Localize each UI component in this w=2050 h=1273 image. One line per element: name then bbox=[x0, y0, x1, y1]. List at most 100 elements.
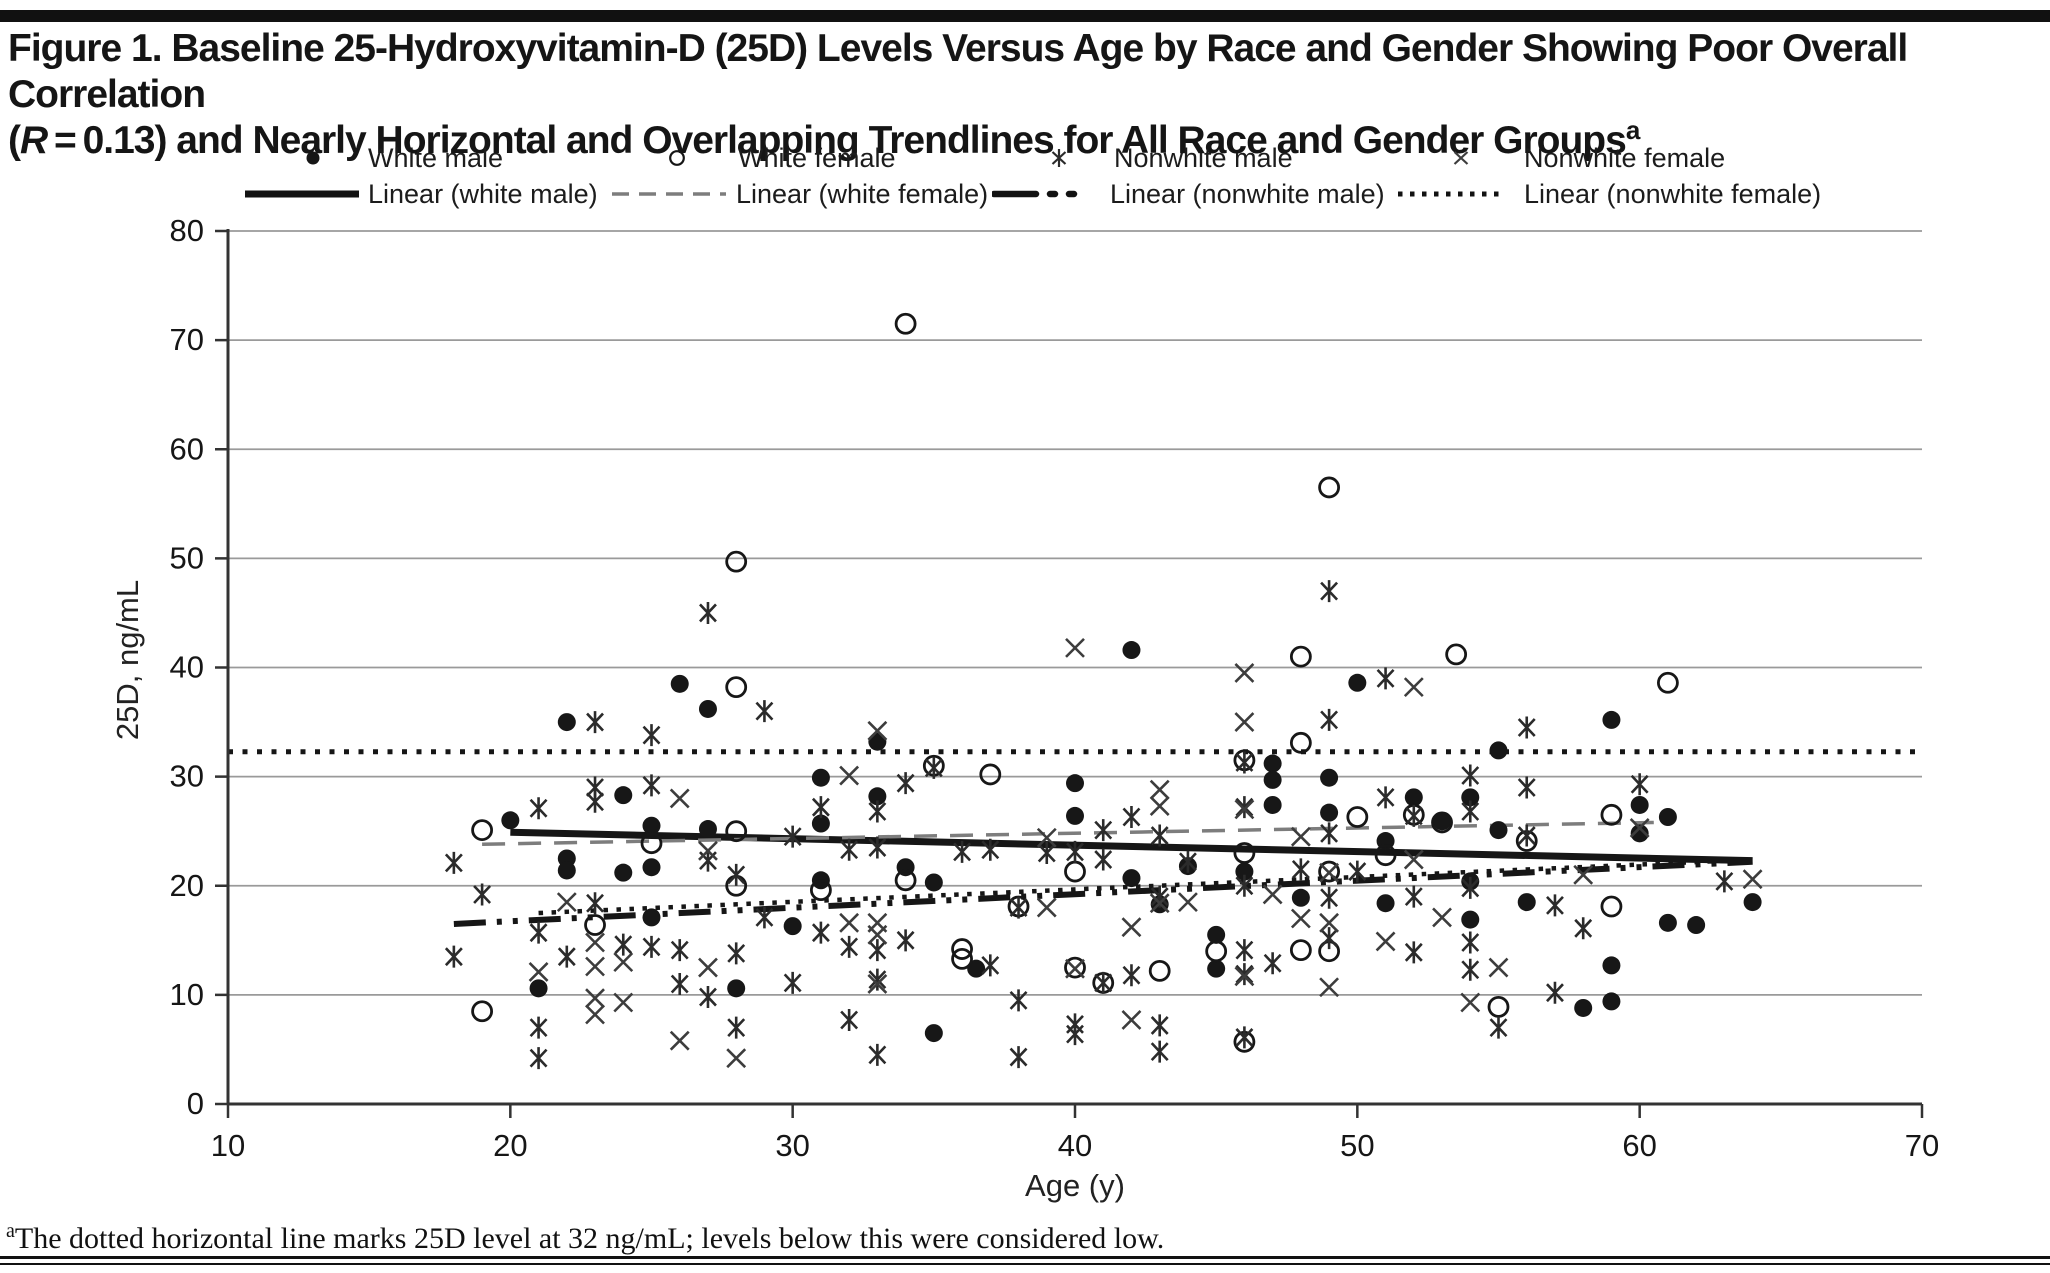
data-point bbox=[1517, 893, 1536, 912]
data-point bbox=[1178, 892, 1198, 913]
data-point bbox=[698, 820, 717, 839]
data-point bbox=[1319, 912, 1340, 933]
data-point bbox=[1320, 708, 1339, 731]
data-point bbox=[1290, 826, 1311, 847]
data-point bbox=[613, 952, 634, 973]
legend-label-linear-white-female: Linear (white female) bbox=[736, 178, 989, 209]
footnote-marker: a bbox=[6, 1220, 15, 1242]
data-point bbox=[1546, 894, 1564, 917]
data-point bbox=[1149, 893, 1170, 914]
data-point bbox=[1461, 931, 1480, 954]
legend-label-linear-white-male: Linear (white male) bbox=[368, 178, 598, 209]
data-point bbox=[840, 935, 859, 958]
data-point bbox=[783, 917, 802, 936]
data-point bbox=[642, 858, 661, 877]
data-point bbox=[1263, 795, 1282, 814]
y-axis-title: 25D, ng/mL bbox=[110, 579, 145, 741]
x-tick-label: 70 bbox=[1905, 1128, 1939, 1163]
data-point bbox=[783, 971, 802, 994]
data-point bbox=[529, 1016, 548, 1039]
legend-marker-white-female bbox=[664, 143, 690, 173]
data-point bbox=[1630, 795, 1649, 814]
data-point bbox=[1488, 957, 1509, 978]
data-point bbox=[614, 933, 633, 956]
x-tick-label: 10 bbox=[211, 1128, 245, 1163]
data-point bbox=[586, 790, 604, 813]
data-point bbox=[1289, 645, 1312, 668]
figure-title-line1: Figure 1. Baseline 25-Hydroxyvitamin-D (… bbox=[8, 27, 1908, 116]
data-point bbox=[755, 906, 774, 929]
data-point bbox=[669, 788, 690, 809]
data-point bbox=[1348, 860, 1367, 883]
data-point bbox=[951, 938, 973, 960]
data-point bbox=[1404, 885, 1423, 908]
filled-circle-icon bbox=[306, 151, 320, 165]
data-point bbox=[811, 768, 830, 787]
data-point bbox=[1657, 671, 1679, 694]
data-point bbox=[1489, 1016, 1508, 1039]
data-point bbox=[1263, 770, 1282, 789]
data-point bbox=[640, 832, 663, 855]
data-point bbox=[725, 820, 748, 843]
data-point bbox=[1122, 869, 1141, 888]
data-point bbox=[1290, 908, 1311, 929]
data-point bbox=[1262, 884, 1283, 905]
data-point bbox=[1150, 1014, 1169, 1037]
y-tick-label: 50 bbox=[170, 540, 204, 575]
data-point bbox=[528, 962, 549, 982]
data-point bbox=[1234, 799, 1255, 820]
trendline-solid bbox=[510, 828, 1753, 865]
trendline-dashed bbox=[482, 820, 1654, 847]
data-point bbox=[444, 945, 463, 968]
data-point bbox=[1036, 827, 1057, 848]
data-point bbox=[1320, 822, 1339, 845]
data-point bbox=[1320, 803, 1339, 822]
data-point bbox=[669, 1030, 690, 1051]
data-point bbox=[1122, 806, 1141, 829]
x-tick-label: 40 bbox=[1058, 1128, 1092, 1163]
data-point bbox=[642, 774, 661, 797]
data-point bbox=[1404, 788, 1423, 807]
data-point bbox=[585, 956, 605, 977]
data-point bbox=[642, 724, 661, 747]
data-point bbox=[1320, 768, 1339, 787]
data-point bbox=[1460, 992, 1481, 1013]
data-point bbox=[1121, 1010, 1142, 1030]
data-point bbox=[1630, 824, 1649, 843]
data-point bbox=[839, 912, 860, 933]
x-tick-label: 30 bbox=[775, 1128, 809, 1163]
open-circle-icon bbox=[669, 150, 685, 166]
series-white-female bbox=[471, 312, 1679, 1053]
series-nonwhite-male bbox=[444, 580, 1734, 1070]
data-point bbox=[1433, 812, 1452, 831]
data-point bbox=[670, 972, 689, 995]
data-point bbox=[471, 819, 494, 841]
legend-label-white-female: White female bbox=[738, 142, 896, 173]
data-point bbox=[1461, 910, 1480, 929]
axes bbox=[226, 229, 1922, 1106]
dashed-line-icon bbox=[612, 192, 726, 196]
y-tick-label: 0 bbox=[187, 1086, 204, 1121]
data-point bbox=[1009, 896, 1028, 919]
data-point bbox=[1375, 931, 1396, 952]
data-point bbox=[1037, 842, 1056, 865]
y-tick-label: 60 bbox=[170, 431, 204, 466]
data-point bbox=[1376, 894, 1395, 913]
data-point bbox=[1602, 956, 1621, 975]
data-point bbox=[1149, 779, 1170, 800]
asterisk-icon bbox=[1051, 149, 1067, 167]
data-point bbox=[1121, 917, 1142, 938]
legend-label-white-male: White male bbox=[368, 142, 504, 173]
legend-line-white-female bbox=[610, 179, 728, 209]
data-point bbox=[894, 869, 917, 892]
x-tick-label: 60 bbox=[1622, 1128, 1656, 1163]
data-point bbox=[1431, 811, 1453, 834]
data-point bbox=[1036, 897, 1057, 918]
data-point bbox=[1205, 940, 1228, 963]
data-point bbox=[1064, 860, 1086, 883]
bottom-rule bbox=[0, 1256, 2050, 1265]
data-point bbox=[1461, 788, 1480, 807]
data-point bbox=[1658, 808, 1677, 827]
